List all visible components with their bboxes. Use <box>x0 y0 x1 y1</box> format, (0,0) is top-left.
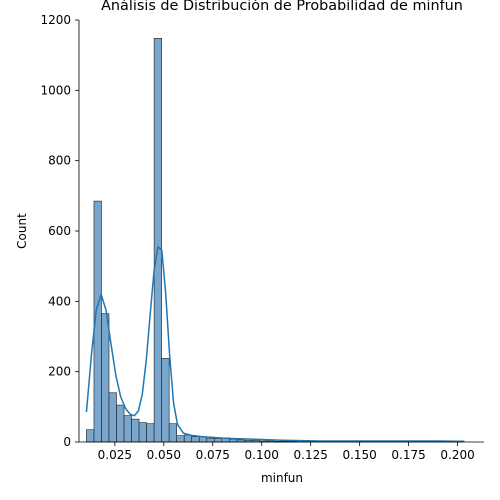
histogram-bar <box>153 37 162 443</box>
y-tick-label: 0 <box>63 435 71 449</box>
y-tick-label: 1200 <box>40 13 71 27</box>
y-tick-label: 200 <box>48 365 71 379</box>
x-tick-label: 0.050 <box>147 448 181 462</box>
histogram-bar <box>146 423 155 443</box>
histogram-bar <box>108 392 117 443</box>
x-axis-title: minfun <box>261 471 303 485</box>
x-tick-label: 0.100 <box>245 448 279 462</box>
kde-line <box>85 246 465 443</box>
x-tick-label: 0.125 <box>294 448 328 462</box>
x-tick-label: 0.075 <box>196 448 230 462</box>
x-tick-label: 0.200 <box>440 448 474 462</box>
y-axis-title: Count <box>15 213 29 249</box>
y-tick-label: 600 <box>48 224 71 238</box>
histogram-bar <box>161 358 170 443</box>
histogram-bar <box>86 429 95 443</box>
histogram-bar <box>191 436 200 443</box>
histogram-bar <box>206 438 215 443</box>
kde-group <box>85 246 465 443</box>
histogram-bar <box>138 422 147 443</box>
axes-group: 0.025 0.050 0.075 0.100 0.125 0.150 0.175 0.200… <box>40 13 484 462</box>
x-tick-label: 0.175 <box>391 448 425 462</box>
histogram-bar <box>183 434 193 443</box>
y-tick-label: 800 <box>48 154 71 168</box>
histogram-bar <box>116 404 125 443</box>
chart-title: Análisis de Distribución de Probabilidad… <box>101 0 463 14</box>
x-tick-label: 0.025 <box>98 448 132 462</box>
histogram-bar <box>168 423 177 443</box>
y-tick-label: 1000 <box>40 83 71 97</box>
histogram-bar <box>176 435 185 443</box>
x-tick-label: 0.150 <box>342 448 376 462</box>
y-tick-label: 400 <box>48 294 71 308</box>
bars-group <box>86 37 463 443</box>
histogram-bar <box>101 313 110 443</box>
histogram-bar <box>123 415 132 443</box>
histogram-bar <box>131 418 140 443</box>
histogram-bar <box>213 438 223 443</box>
histogram-bar <box>229 438 238 443</box>
